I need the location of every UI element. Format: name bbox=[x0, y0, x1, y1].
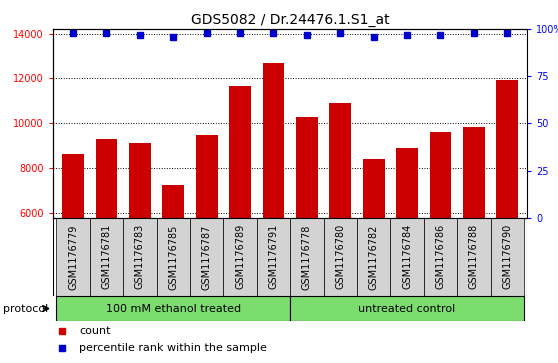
Text: GSM1176788: GSM1176788 bbox=[469, 224, 479, 289]
Bar bbox=[196, 135, 218, 218]
Text: GSM1176791: GSM1176791 bbox=[268, 224, 278, 289]
Text: GSM1176781: GSM1176781 bbox=[102, 224, 112, 289]
Text: GSM1176784: GSM1176784 bbox=[402, 224, 412, 289]
Bar bbox=[95, 139, 117, 218]
Bar bbox=[363, 159, 384, 218]
Bar bbox=[56, 296, 290, 321]
Text: GSM1176782: GSM1176782 bbox=[369, 224, 379, 290]
Bar bbox=[263, 63, 285, 218]
Bar bbox=[463, 127, 485, 218]
Bar bbox=[90, 218, 123, 296]
Bar bbox=[56, 218, 90, 296]
Bar bbox=[424, 218, 457, 296]
Bar bbox=[129, 143, 151, 218]
Text: GSM1176783: GSM1176783 bbox=[135, 224, 145, 289]
Text: percentile rank within the sample: percentile rank within the sample bbox=[79, 343, 267, 352]
Text: GSM1176787: GSM1176787 bbox=[201, 224, 211, 290]
Bar bbox=[497, 79, 518, 218]
Text: 100 mM ethanol treated: 100 mM ethanol treated bbox=[105, 303, 241, 314]
Bar bbox=[457, 218, 490, 296]
Bar bbox=[190, 218, 223, 296]
Text: GSM1176789: GSM1176789 bbox=[235, 224, 245, 289]
Text: GSM1176779: GSM1176779 bbox=[68, 224, 78, 290]
Text: GSM1176785: GSM1176785 bbox=[169, 224, 178, 290]
Bar bbox=[391, 218, 424, 296]
Text: GSM1176778: GSM1176778 bbox=[302, 224, 312, 290]
Text: GSM1176780: GSM1176780 bbox=[335, 224, 345, 289]
Text: protocol: protocol bbox=[3, 303, 48, 314]
Bar bbox=[430, 132, 451, 218]
Bar bbox=[157, 218, 190, 296]
Text: GSM1176790: GSM1176790 bbox=[502, 224, 512, 289]
Bar bbox=[257, 218, 290, 296]
Bar bbox=[123, 218, 157, 296]
Bar bbox=[357, 218, 391, 296]
Title: GDS5082 / Dr.24476.1.S1_at: GDS5082 / Dr.24476.1.S1_at bbox=[191, 13, 389, 26]
Bar bbox=[162, 185, 184, 218]
Bar bbox=[324, 218, 357, 296]
Bar bbox=[490, 218, 524, 296]
Bar bbox=[62, 154, 84, 218]
Bar bbox=[290, 296, 524, 321]
Bar bbox=[290, 218, 324, 296]
Bar bbox=[223, 218, 257, 296]
Text: count: count bbox=[79, 326, 110, 336]
Text: GSM1176786: GSM1176786 bbox=[435, 224, 445, 289]
Bar bbox=[329, 103, 351, 218]
Text: untreated control: untreated control bbox=[358, 303, 456, 314]
Bar bbox=[229, 86, 251, 218]
Bar bbox=[396, 148, 418, 218]
Bar bbox=[296, 117, 318, 218]
